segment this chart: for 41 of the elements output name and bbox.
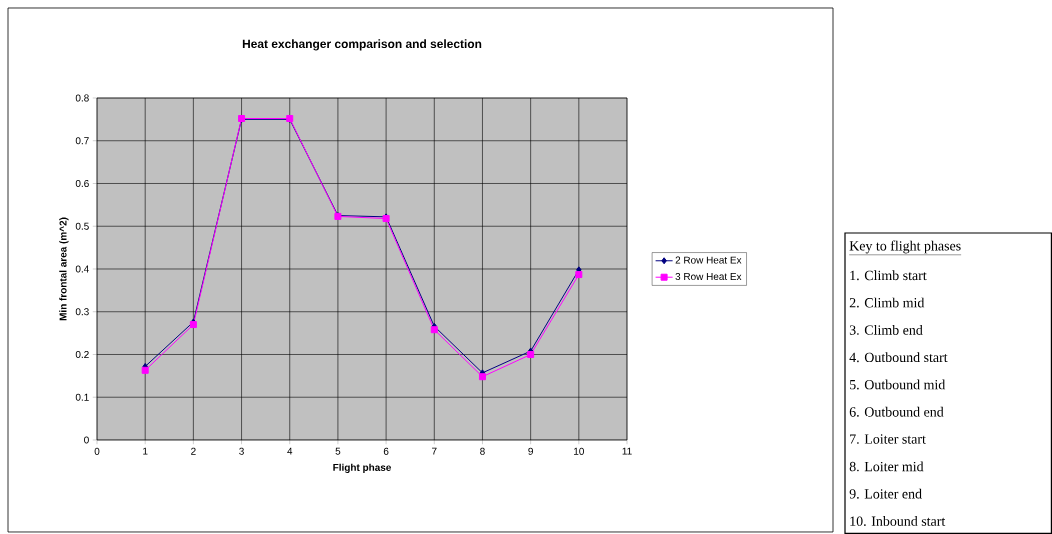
x-tick-label: 11 (622, 447, 632, 455)
y-tick-label: 0.8 (75, 94, 89, 102)
legend-label: 3 Row Heat Ex (675, 272, 742, 281)
x-tick-label: 6 (383, 447, 389, 455)
x-tick-label: 5 (335, 447, 341, 455)
point (430, 326, 438, 334)
x-tick-label: 2 (191, 447, 196, 455)
legend-label: 2 Row Heat Ex (675, 256, 742, 264)
text: 7. Loiter start (850, 434, 926, 444)
text: 2. Climb mid (849, 297, 925, 308)
y-tick-label: 0.3 (75, 308, 89, 316)
y-tick-label: 0.2 (75, 350, 89, 359)
y-tick-label: 0.5 (75, 222, 89, 230)
text: 5. Outbound mid (850, 379, 946, 390)
x-tick-label: 4 (287, 447, 293, 455)
text: 10. Inbound start (850, 516, 946, 526)
text: 6. Outbound end (849, 406, 944, 417)
x-tick-label: 1 (143, 447, 148, 455)
x-tick-label: 0 (94, 447, 100, 455)
y-tick-label: 0.6 (75, 179, 89, 188)
y-tick-label: 0.7 (75, 137, 89, 145)
point (141, 366, 149, 374)
x-tick-label: 10 (574, 447, 584, 455)
y-axis-title: Min frontal area (m^2) (59, 217, 69, 321)
text: 4. Outbound start (849, 352, 948, 363)
x-tick-label: 7 (432, 447, 437, 455)
x-tick-label: 8 (480, 447, 485, 455)
text: 9. Loiter end (849, 488, 922, 499)
x-axis-title: Flight phase (333, 463, 392, 473)
point (478, 373, 486, 381)
y-tick-label: 0 (84, 436, 89, 444)
text: Key to flight phases (849, 240, 961, 254)
chart-title: Heat exchanger comparison and selection (242, 39, 482, 51)
text: 1. Climb start (850, 270, 927, 281)
x-tick-label: 3 (239, 447, 244, 455)
point (575, 271, 583, 279)
text: 3. Climb end (849, 324, 923, 335)
y-tick-label: 0.1 (75, 393, 89, 401)
y-tick-label: 0.4 (75, 265, 89, 273)
x-tick-label: 9 (528, 447, 533, 455)
text: 8. Loiter mid (849, 461, 924, 472)
